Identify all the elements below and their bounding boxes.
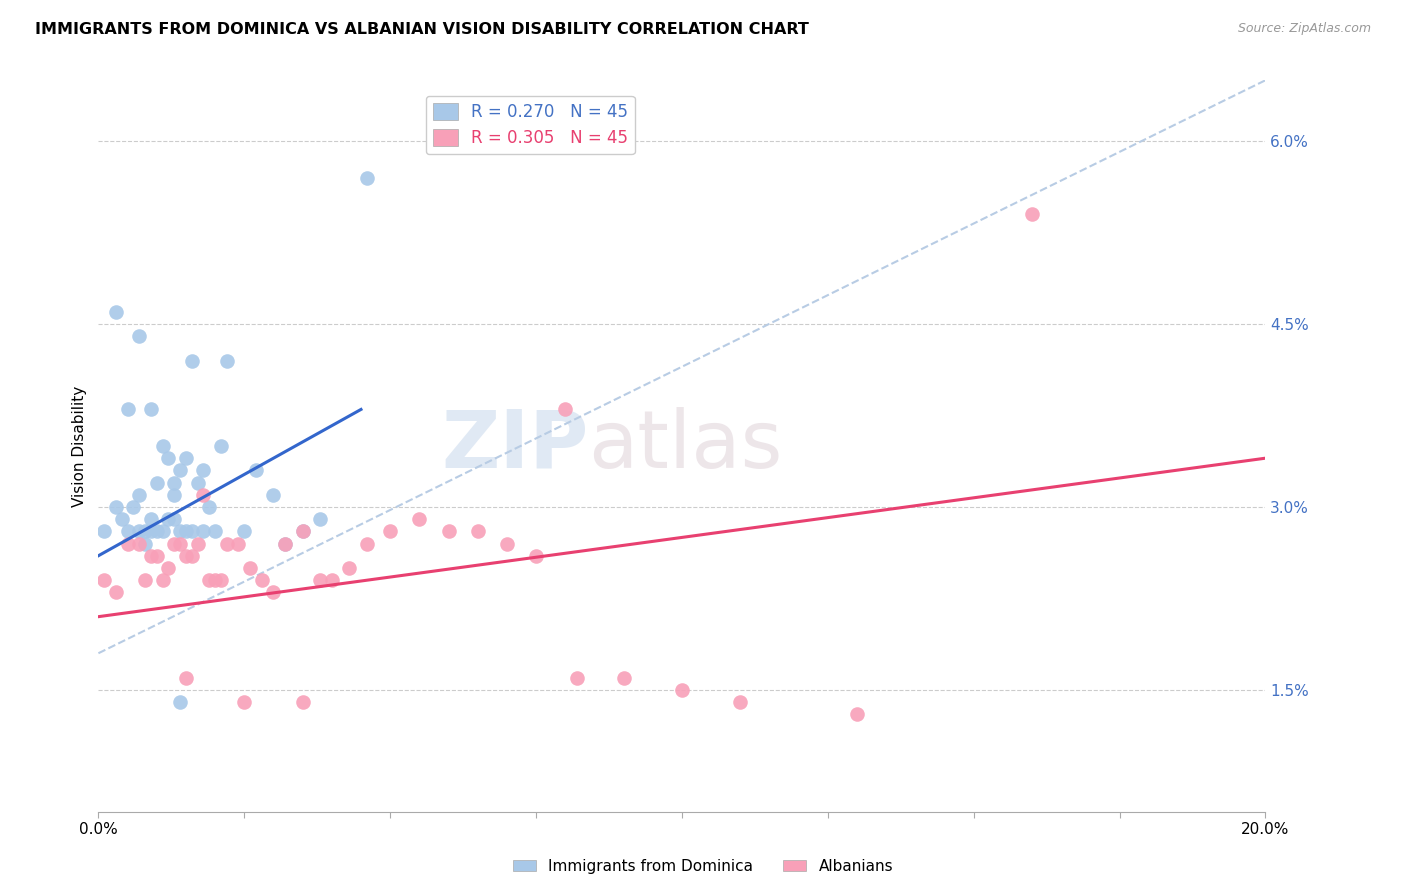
Point (122, 500, 145, 514)
Point (163, 488, 186, 502)
Point (496, 536, 519, 550)
Text: Source: ZipAtlas.com: Source: ZipAtlas.com (1237, 22, 1371, 36)
Point (169, 695, 191, 709)
Point (169, 463, 191, 477)
Point (157, 561, 180, 575)
Point (612, 671, 634, 685)
Point (117, 402, 139, 417)
Point (187, 536, 209, 550)
Point (193, 524, 215, 539)
Point (117, 536, 139, 550)
Text: ZIP: ZIP (441, 407, 589, 485)
Point (169, 536, 191, 550)
Point (233, 695, 256, 709)
Point (117, 524, 139, 539)
Point (291, 695, 314, 709)
Point (671, 682, 693, 697)
Point (309, 573, 332, 587)
Point (180, 524, 202, 539)
Point (163, 536, 186, 550)
Point (245, 463, 267, 477)
Point (169, 524, 191, 539)
Point (139, 549, 162, 563)
Point (209, 439, 232, 453)
Point (262, 585, 284, 599)
Point (134, 573, 156, 587)
Point (128, 524, 150, 539)
Point (337, 561, 360, 575)
Point (467, 524, 489, 539)
Point (152, 524, 174, 539)
Point (180, 353, 202, 368)
Legend: R = 0.270   N = 45, R = 0.305   N = 45: R = 0.270 N = 45, R = 0.305 N = 45 (426, 96, 634, 154)
Point (321, 573, 343, 587)
Point (157, 512, 180, 526)
Point (209, 573, 232, 587)
Point (146, 549, 169, 563)
Point (262, 488, 284, 502)
Point (193, 488, 215, 502)
Point (233, 524, 256, 539)
Legend: Immigrants from Dominica, Albanians: Immigrants from Dominica, Albanians (506, 853, 900, 880)
Point (139, 512, 162, 526)
Point (174, 451, 197, 466)
Point (204, 573, 226, 587)
Point (524, 549, 547, 563)
Point (1021, 207, 1043, 221)
Point (93, 573, 115, 587)
Point (187, 475, 209, 490)
Point (554, 402, 576, 417)
Point (163, 512, 186, 526)
Point (152, 439, 174, 453)
Point (380, 524, 402, 539)
Point (228, 536, 250, 550)
Point (128, 329, 150, 343)
Point (291, 524, 314, 539)
Point (408, 512, 430, 526)
Point (93, 524, 115, 539)
Point (146, 524, 169, 539)
Point (274, 536, 297, 550)
Point (239, 561, 262, 575)
Y-axis label: Vision Disability: Vision Disability (72, 385, 87, 507)
Point (356, 170, 378, 185)
Point (134, 536, 156, 550)
Point (274, 536, 297, 550)
Point (139, 402, 162, 417)
Point (309, 512, 332, 526)
Point (198, 500, 221, 514)
Point (104, 585, 127, 599)
Point (565, 671, 588, 685)
Point (104, 500, 127, 514)
Point (152, 573, 174, 587)
Point (193, 463, 215, 477)
Point (139, 524, 162, 539)
Point (174, 524, 197, 539)
Point (157, 451, 180, 466)
Text: atlas: atlas (589, 407, 783, 485)
Point (291, 524, 314, 539)
Point (437, 524, 460, 539)
Point (215, 353, 238, 368)
Point (846, 707, 869, 722)
Point (730, 695, 752, 709)
Point (111, 512, 134, 526)
Point (128, 488, 150, 502)
Point (134, 524, 156, 539)
Point (198, 573, 221, 587)
Point (180, 549, 202, 563)
Point (174, 549, 197, 563)
Point (356, 536, 378, 550)
Point (204, 524, 226, 539)
Point (146, 475, 169, 490)
Point (250, 573, 273, 587)
Point (128, 536, 150, 550)
Text: IMMIGRANTS FROM DOMINICA VS ALBANIAN VISION DISABILITY CORRELATION CHART: IMMIGRANTS FROM DOMINICA VS ALBANIAN VIS… (35, 22, 808, 37)
Point (163, 475, 186, 490)
Point (174, 671, 197, 685)
Point (104, 305, 127, 319)
Point (215, 536, 238, 550)
